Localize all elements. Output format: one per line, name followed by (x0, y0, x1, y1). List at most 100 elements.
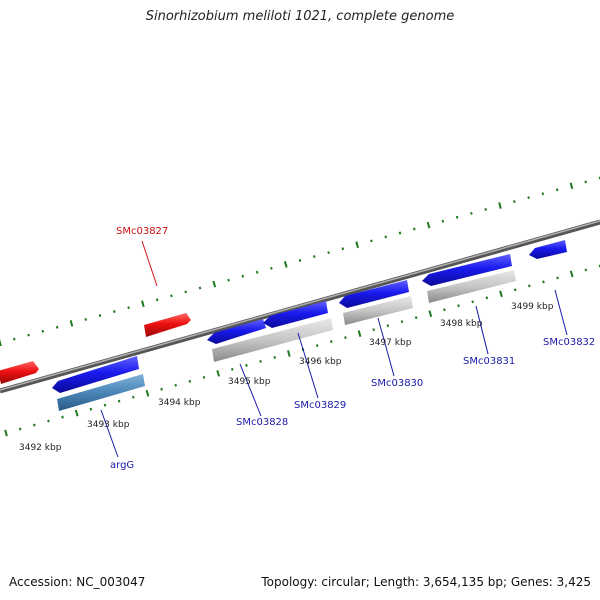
minor-tick (344, 336, 347, 339)
scale-labels: 3492 kbp 3493 kbp 3494 kbp 3495 kbp 3496… (19, 302, 554, 453)
minor-tick (370, 239, 373, 243)
minor-tick (386, 324, 390, 328)
minor-tick (443, 308, 446, 312)
minor-tick (259, 360, 262, 363)
gene-arrow-smc03828[interactable] (207, 319, 266, 344)
minor-tick (384, 235, 387, 239)
minor-tick (103, 403, 107, 407)
gene-arrow-smc03827[interactable] (144, 313, 191, 337)
scale-label: 3492 kbp (19, 443, 62, 453)
minor-tick (315, 344, 319, 347)
minor-tick (61, 415, 64, 419)
gene-bar-argG-selected[interactable] (57, 374, 145, 411)
minor-tick (471, 300, 474, 304)
minor-tick (298, 259, 302, 262)
feature-bar-1 (212, 318, 333, 362)
gene-label-smc03831[interactable]: SMc03831 (463, 356, 515, 367)
minor-tick (273, 356, 276, 359)
scale-label: 3498 kbp (440, 319, 483, 329)
major-tick (69, 320, 74, 327)
minor-tick (113, 310, 116, 313)
minor-tick (227, 278, 230, 282)
minor-tick (528, 284, 531, 288)
major-tick (355, 241, 359, 249)
minor-tick (513, 288, 517, 292)
gene-arrow-argG[interactable] (52, 356, 139, 393)
minor-tick (27, 333, 30, 337)
minor-tick (556, 276, 559, 280)
genome-backbone (0, 219, 600, 394)
minor-tick (414, 316, 418, 320)
minor-tick (398, 231, 402, 235)
gene-arrow-smc03829[interactable] (263, 301, 328, 328)
gene-arrow-smc03831[interactable] (422, 254, 512, 286)
minor-tick (484, 208, 487, 211)
major-tick (216, 370, 220, 377)
minor-tick (245, 363, 248, 367)
leader-smc03829 (297, 332, 319, 399)
feature-bar-2 (343, 296, 413, 325)
minor-tick (188, 379, 192, 383)
gene-label-smc03829[interactable]: SMc03829 (294, 400, 346, 411)
genome-backbone-highlight (0, 220, 600, 391)
major-tick (141, 300, 145, 308)
gene-label-smc03828[interactable]: SMc03828 (236, 417, 288, 428)
minor-tick (542, 280, 545, 284)
minor-tick (47, 419, 50, 423)
minor-tick (202, 375, 206, 379)
minor-tick (41, 329, 45, 333)
minor-tick (84, 318, 87, 321)
minor-tick (231, 367, 234, 371)
major-tick (499, 290, 503, 298)
minor-tick (174, 383, 177, 387)
minor-tick (198, 286, 202, 290)
scale-label: 3499 kbp (511, 302, 554, 312)
upper-tick-row (0, 176, 600, 347)
leader-smc03832 (554, 289, 568, 336)
leader-smc03831 (475, 305, 489, 355)
major-tick (212, 280, 217, 288)
minor-tick (33, 423, 36, 427)
scale-label: 3494 kbp (158, 398, 201, 408)
minor-tick (170, 294, 173, 298)
minor-tick (527, 196, 530, 200)
major-tick (426, 221, 431, 229)
minor-tick (18, 427, 22, 431)
minor-tick (372, 328, 375, 332)
gene-arrow-smc03832[interactable] (529, 240, 567, 259)
minor-tick (513, 200, 516, 203)
minor-tick (127, 306, 130, 310)
minor-tick (330, 340, 333, 343)
minor-tick (184, 290, 187, 294)
minor-tick (117, 399, 121, 403)
scale-label: 3493 kbp (87, 420, 130, 430)
minor-tick (457, 304, 460, 308)
minor-tick (255, 270, 259, 274)
genome-summary-text: Topology: circular; Length: 3,654,135 bp… (261, 575, 591, 589)
minor-tick (270, 266, 273, 270)
minor-tick (132, 395, 135, 399)
minor-tick (313, 255, 316, 258)
gene-arrow-smc03830[interactable] (339, 280, 409, 308)
minor-tick (155, 298, 159, 302)
minor-tick (160, 387, 163, 391)
accession-text: Accession: NC_003047 (9, 575, 146, 589)
feature-bar-3 (427, 270, 516, 303)
gene-label-smc03827[interactable]: SMc03827 (116, 226, 168, 237)
gene-arrow-reverse-left[interactable] (0, 361, 39, 384)
minor-tick (441, 219, 445, 223)
scale-label: 3496 kbp (299, 357, 342, 367)
gene-label-smc03830[interactable]: SMc03830 (371, 378, 423, 389)
major-tick (74, 409, 79, 417)
leader-smc03827 (141, 240, 158, 287)
map-title: Sinorhizobium meliloti 1021, complete ge… (145, 9, 455, 24)
minor-tick (89, 407, 93, 411)
gene-label-smc03832[interactable]: SMc03832 (543, 337, 595, 348)
minor-tick (55, 325, 59, 329)
gene-label-argG[interactable]: argG (110, 460, 134, 471)
major-tick (569, 182, 574, 190)
minor-tick (98, 314, 102, 317)
minor-tick (13, 337, 16, 341)
major-tick (357, 330, 362, 337)
